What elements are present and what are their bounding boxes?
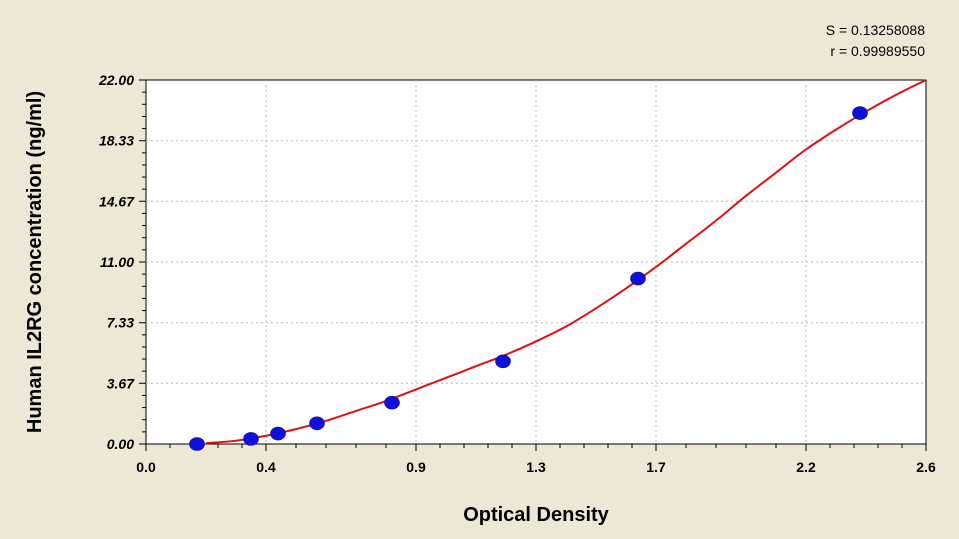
data-points xyxy=(189,106,868,451)
data-point xyxy=(384,395,400,410)
x-tick-label: 0.0 xyxy=(136,459,156,475)
data-point xyxy=(243,432,259,446)
s-value: S = 0.13258088 xyxy=(825,22,925,38)
y-tick-label: 22.00 xyxy=(98,72,134,88)
y-axis-title: Human IL2RG concentration (ng/ml) xyxy=(24,91,46,433)
r-value: r = 0.99989550 xyxy=(830,43,925,59)
data-point xyxy=(852,106,868,120)
y-axis-ticks: 0.00 3.67 7.33 11.00 14.67 18.33 22.00 xyxy=(98,72,146,452)
y-tick-label: 0.00 xyxy=(107,436,134,452)
y-tick-label: 11.00 xyxy=(100,254,134,270)
data-point xyxy=(309,416,325,431)
data-point xyxy=(630,271,646,286)
x-tick-label: 2.6 xyxy=(916,459,936,475)
x-axis-ticks: 0.0 0.4 0.9 1.3 1.7 2.2 2.6 xyxy=(136,444,936,475)
x-tick-label: 1.7 xyxy=(646,459,666,475)
x-tick-label: 1.3 xyxy=(526,459,546,475)
fit-curve-group xyxy=(205,79,927,445)
data-point xyxy=(270,426,286,441)
x-tick-label: 0.4 xyxy=(256,459,276,475)
y-tick-label: 7.33 xyxy=(107,315,134,331)
minor-ticks xyxy=(142,91,903,448)
x-tick-label: 2.2 xyxy=(796,459,816,475)
y-tick-label: 14.67 xyxy=(99,193,135,209)
fit-statistics: S = 0.13258088 r = 0.99989550 xyxy=(826,20,925,62)
data-point xyxy=(495,354,511,369)
x-tick-label: 0.9 xyxy=(406,459,426,475)
x-axis-title: Optical Density xyxy=(463,504,609,526)
data-point xyxy=(189,437,205,451)
y-tick-label: 18.33 xyxy=(99,133,134,149)
fit-curve xyxy=(205,79,927,445)
y-tick-label: 3.67 xyxy=(107,375,135,391)
grid-lines xyxy=(146,80,926,444)
